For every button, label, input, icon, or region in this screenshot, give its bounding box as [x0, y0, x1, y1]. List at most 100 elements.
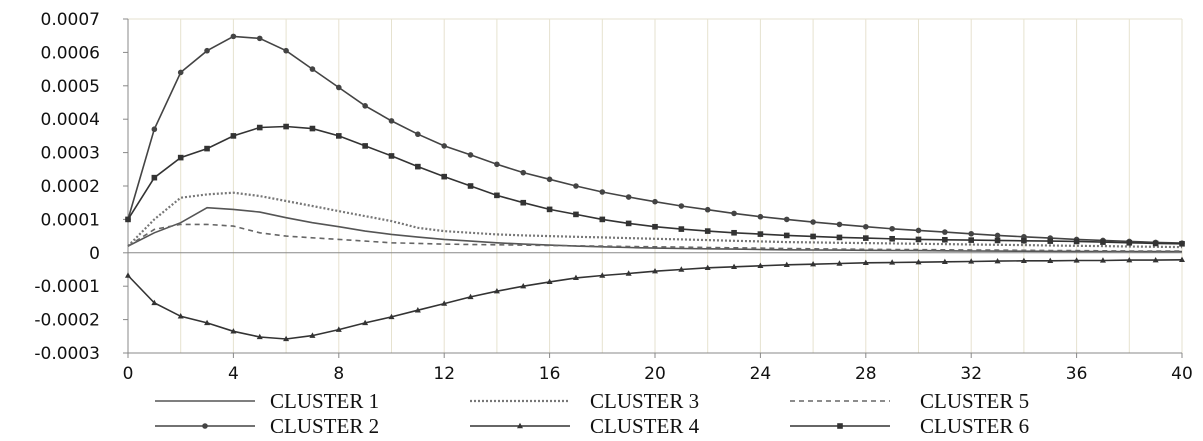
data-point-triangle — [862, 259, 869, 266]
y-tick-label: 0.0006 — [41, 43, 100, 63]
data-point-square — [1100, 239, 1106, 245]
data-point-triangle — [941, 258, 948, 265]
data-point-triangle — [256, 333, 263, 340]
data-point-square — [994, 237, 1001, 244]
series-cluster-6 — [125, 123, 1185, 247]
x-tick-label: 0 — [123, 364, 134, 384]
x-axis-tick-labels: 0 4 8 12 16 20 24 28 32 36 40 — [123, 364, 1193, 384]
x-tick-label: 28 — [855, 364, 877, 384]
data-point-square — [151, 174, 158, 181]
data-point-triangle — [1126, 256, 1133, 263]
data-point-square — [125, 216, 131, 223]
data-point-triangle — [125, 272, 131, 278]
data-point-square — [1021, 237, 1027, 244]
data-point-triangle — [1099, 257, 1106, 263]
data-point-square — [415, 163, 421, 170]
x-tick-label: 32 — [960, 364, 982, 384]
data-point-circle — [994, 232, 1001, 239]
data-point-circle — [678, 203, 685, 209]
data-point-square — [1179, 240, 1185, 247]
data-point-square — [388, 153, 395, 159]
data-point-circle — [441, 143, 448, 149]
x-tick-label: 24 — [750, 364, 772, 384]
x-tick-label: 40 — [1171, 364, 1193, 384]
grid-lines — [128, 18, 1183, 353]
legend-label: CLUSTER 6 — [920, 414, 1029, 438]
data-point-triangle — [731, 263, 738, 270]
data-point-triangle — [493, 288, 500, 294]
y-tick-label: 0.0007 — [41, 10, 100, 30]
data-point-circle — [467, 152, 474, 158]
y-tick-label: 0.0001 — [41, 210, 100, 230]
y-tick-label: 0.0002 — [41, 177, 100, 197]
data-point-square — [837, 423, 843, 429]
data-point-square — [336, 133, 342, 139]
legend-item: CLUSTER 1 — [155, 389, 379, 413]
data-point-square — [573, 211, 579, 218]
data-point-circle — [388, 118, 395, 124]
y-axis-tick-labels: -0.0003 -0.0002 -0.0001 0 0.0001 0.0002 0.0003… — [34, 10, 100, 364]
legend-item: CLUSTER 6 — [790, 414, 1029, 438]
data-point-circle — [915, 227, 922, 234]
y-tick-label: 0.0004 — [41, 110, 100, 130]
x-tick-label: 8 — [333, 364, 344, 384]
data-point-square — [520, 199, 527, 206]
data-point-triangle — [1179, 256, 1185, 263]
data-point-triangle — [1020, 257, 1027, 264]
data-point-circle — [494, 161, 500, 168]
data-point-square — [731, 229, 737, 236]
data-point-triangle — [1073, 257, 1080, 263]
data-point-square — [678, 226, 685, 232]
axes — [123, 18, 1183, 358]
data-point-square — [968, 237, 974, 243]
legend-label: CLUSTER 1 — [270, 389, 379, 413]
y-tick-label: -0.0002 — [34, 311, 100, 331]
data-point-circle — [520, 169, 527, 176]
data-point-triangle — [889, 259, 896, 265]
data-point-square — [1047, 238, 1054, 244]
data-point-circle — [256, 35, 263, 42]
data-point-triangle — [1047, 257, 1054, 264]
data-point-triangle — [520, 283, 527, 289]
legend-item: CLUSTER 2 — [155, 414, 379, 438]
data-point-square — [204, 145, 210, 152]
data-point-square — [915, 236, 922, 243]
data-point-triangle — [283, 335, 290, 342]
data-point-square — [467, 183, 474, 189]
x-tick-label: 16 — [539, 364, 561, 384]
data-point-square — [1126, 239, 1133, 246]
data-point-circle — [309, 66, 316, 72]
y-tick-label: 0.0003 — [41, 144, 100, 164]
data-point-triangle — [362, 319, 369, 326]
data-point-triangle — [968, 258, 975, 264]
data-point-square — [256, 124, 263, 131]
data-point-square — [494, 192, 500, 199]
y-tick-label: 0.0005 — [41, 77, 100, 97]
data-point-triangle — [177, 313, 184, 319]
data-point-circle — [836, 221, 843, 228]
legend-label: CLUSTER 3 — [590, 389, 699, 413]
data-point-triangle — [1152, 256, 1159, 263]
series-cluster-3 — [127, 191, 1183, 249]
data-point-circle — [731, 210, 737, 217]
legend: CLUSTER 1 CLUSTER 3 CLUSTER 5 CLUSTER 2 CLUS… — [155, 389, 1029, 438]
series-line — [127, 191, 1183, 249]
data-point-square — [283, 123, 289, 130]
data-point-triangle — [204, 319, 211, 326]
series-cluster-5 — [127, 223, 1182, 252]
data-point-square — [362, 143, 368, 149]
data-point-square — [810, 233, 816, 240]
data-point-triangle — [652, 267, 658, 274]
data-point-square — [441, 173, 447, 180]
data-point-circle — [942, 229, 948, 235]
data-point-triangle — [994, 257, 1001, 264]
data-point-circle — [652, 198, 658, 205]
data-point-triangle — [546, 278, 553, 285]
data-point-circle — [283, 47, 289, 54]
data-point-circle — [863, 223, 869, 230]
data-point-triangle — [309, 332, 316, 338]
data-point-square — [230, 133, 237, 139]
data-point-circle — [783, 216, 790, 223]
data-point-triangle — [599, 272, 606, 278]
